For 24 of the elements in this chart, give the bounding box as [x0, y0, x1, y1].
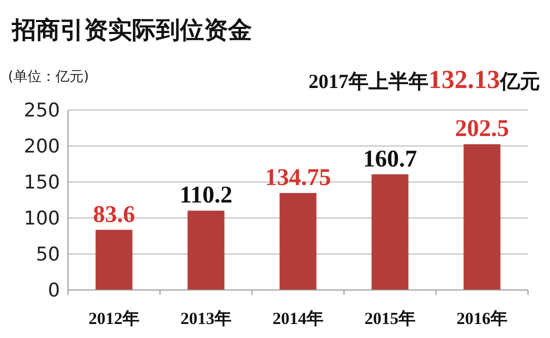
x-tick-label: 2015年 — [364, 309, 416, 328]
x-tick-label: 2016年 — [456, 309, 508, 328]
x-tick-label: 2014年 — [272, 309, 324, 328]
y-tick-label: 250 — [24, 100, 60, 122]
y-tick-label: 50 — [36, 244, 60, 266]
x-tick-label: 2013年 — [180, 309, 232, 328]
y-tick-label: 0 — [48, 280, 60, 302]
x-tick-label: 2012年 — [88, 309, 140, 328]
bar — [280, 192, 316, 290]
y-tick-label: 200 — [24, 136, 60, 158]
text: 2017年上半年132.13亿元 — [308, 65, 540, 94]
chart-subtitle: (单位：亿元) — [8, 69, 89, 85]
bar — [96, 230, 132, 290]
y-tick-label: 150 — [24, 172, 60, 194]
data-label: 83.6 — [93, 202, 135, 228]
bar — [464, 144, 500, 290]
bar — [372, 174, 408, 290]
data-label: 202.5 — [455, 116, 509, 142]
data-label: 160.7 — [363, 146, 417, 172]
data-label: 134.75 — [265, 164, 331, 191]
chart-title: 招商引资实际到位资金 — [11, 16, 252, 44]
y-tick-label: 100 — [24, 208, 60, 230]
data-label: 110.2 — [180, 182, 232, 209]
bar — [188, 210, 224, 290]
